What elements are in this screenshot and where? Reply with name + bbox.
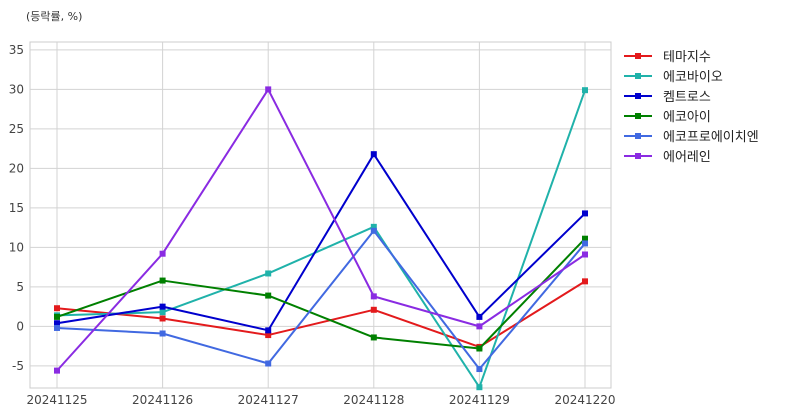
x-tick-labels: 20241125 20241126 20241127 20241128 20241129…: [26, 393, 615, 407]
data-point: [265, 86, 272, 93]
data-point: [476, 323, 483, 330]
y-tick-label: 25: [9, 122, 24, 136]
series-line: [56, 89, 586, 389]
series-line: [56, 153, 586, 332]
legend-item: 켐트로스: [624, 90, 711, 105]
data-point: [54, 305, 60, 312]
legend-label: 에코바이오: [663, 70, 723, 85]
data-point: [476, 366, 483, 373]
legend-item: 테마지수: [624, 50, 711, 65]
data-point: [265, 270, 272, 277]
legend-swatch-marker: [635, 73, 641, 79]
data-point: [370, 293, 377, 300]
y-tick-label: 0: [16, 319, 24, 333]
series-line: [56, 88, 586, 372]
data-point: [582, 240, 588, 247]
data-point: [159, 330, 166, 337]
y-axis-label: (등락률, %): [26, 10, 82, 23]
data-point: [582, 210, 588, 217]
legend-swatch-marker: [635, 133, 641, 139]
data-point: [159, 303, 166, 310]
data-point: [370, 227, 377, 234]
data-point: [54, 324, 60, 331]
x-tick-label: 20241128: [343, 393, 404, 407]
x-tick-label: 20241220: [554, 393, 615, 407]
data-point: [370, 334, 377, 341]
data-point: [370, 223, 377, 230]
legend-swatch-marker: [635, 113, 641, 119]
data-point: [476, 313, 483, 320]
data-point: [159, 277, 166, 284]
legend-swatch-marker: [635, 93, 641, 99]
series-에어레인: [54, 86, 588, 374]
y-tick-label: 35: [9, 43, 24, 57]
y-tick-label: 5: [16, 280, 24, 294]
legend-item: 에코프로에이치엔: [624, 130, 759, 145]
y-tick-labels: -5 0 5 10 15 20 25 30 35: [9, 43, 24, 373]
x-tick-label: 20241125: [26, 393, 87, 407]
legend-label: 에코아이: [663, 110, 711, 125]
data-point: [582, 278, 588, 285]
data-point: [54, 320, 60, 327]
data-point: [265, 360, 272, 367]
series-에코프로에이치엔: [54, 227, 588, 373]
series-lines: [54, 86, 588, 391]
data-point: [159, 315, 166, 322]
data-point: [582, 235, 588, 242]
plot-frame: [29, 41, 612, 389]
data-point: [370, 306, 377, 313]
x-tick-label: 20241126: [132, 393, 193, 407]
legend-label: 에코프로에이치엔: [663, 130, 759, 145]
data-point: [476, 345, 483, 352]
y-tick-label: -5: [12, 359, 24, 373]
y-tick-label: 30: [9, 82, 24, 96]
data-point: [582, 87, 588, 94]
legend-item: 에코아이: [624, 110, 711, 125]
data-point: [159, 309, 166, 316]
legend-swatch-marker: [635, 53, 641, 59]
series-line: [56, 238, 586, 350]
data-point: [265, 292, 272, 299]
data-point: [54, 367, 60, 374]
legend-item: 에어레인: [624, 150, 711, 165]
series-에코아이: [54, 235, 588, 352]
legend-item: 에코바이오: [624, 70, 723, 85]
legend-label: 테마지수: [663, 50, 711, 65]
x-tick-label: 20241127: [238, 393, 299, 407]
legend-label: 켐트로스: [663, 90, 711, 105]
x-tick-label: 20241129: [449, 393, 510, 407]
series-line: [56, 229, 586, 371]
data-point: [159, 250, 166, 257]
series-켐트로스: [54, 151, 588, 334]
legend-label: 에어레인: [663, 150, 711, 165]
data-point: [476, 384, 483, 391]
series-에코바이오: [54, 87, 588, 391]
data-point: [370, 151, 377, 158]
y-tick-label: 20: [9, 161, 24, 175]
data-point: [265, 327, 272, 334]
legend-swatch-marker: [635, 153, 641, 159]
data-point: [582, 251, 588, 258]
y-tick-label: 10: [9, 240, 24, 254]
grid: [29, 41, 612, 389]
data-point: [54, 313, 60, 320]
y-tick-label: 15: [9, 201, 24, 215]
data-point: [265, 332, 272, 339]
